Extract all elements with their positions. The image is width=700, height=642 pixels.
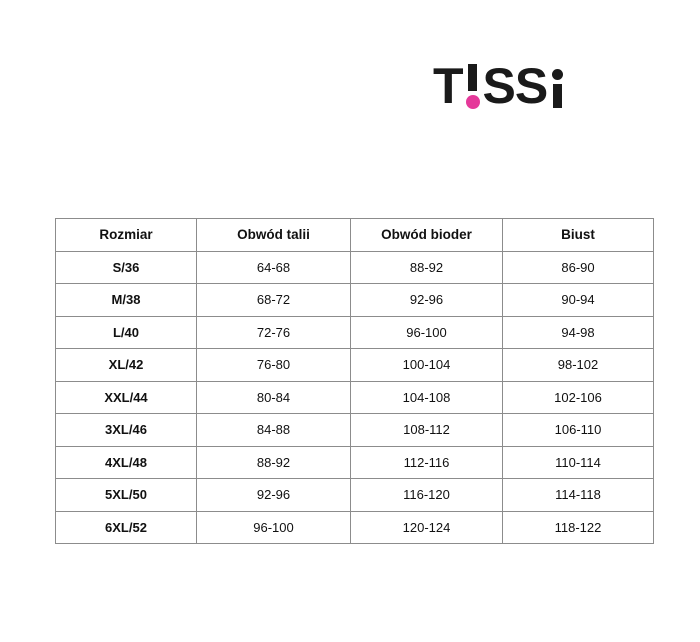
cell-bust: 110-114 <box>502 445 654 479</box>
cell-bust: 102-106 <box>502 380 654 414</box>
cell-hips: 112-116 <box>350 445 503 479</box>
cell-waist: 68-72 <box>196 283 351 317</box>
table-header-row: Rozmiar Obwód talii Obwód bioder Biust <box>55 218 654 252</box>
table-body: S/36 64-68 88-92 86-90 M/38 68-72 92-96 … <box>55 250 654 544</box>
cell-bust: 98-102 <box>502 348 654 382</box>
cell-bust: 86-90 <box>502 250 654 284</box>
cell-waist: 88-92 <box>196 445 351 479</box>
cell-hips: 120-124 <box>350 510 503 544</box>
cell-size: XL/42 <box>55 348 197 382</box>
cell-waist: 92-96 <box>196 478 351 512</box>
cell-waist: 76-80 <box>196 348 351 382</box>
cell-bust: 114-118 <box>502 478 654 512</box>
table-row: XXL/44 80-84 104-108 102-106 <box>55 380 654 414</box>
brand-logo: T SS <box>433 58 565 114</box>
table-row: S/36 64-68 88-92 86-90 <box>55 250 654 284</box>
logo-i-stem <box>553 84 563 108</box>
cell-size: 6XL/52 <box>55 510 197 544</box>
logo-i-bar <box>467 64 477 91</box>
table-row: 3XL/46 84-88 108-112 106-110 <box>55 413 654 447</box>
cell-size: 5XL/50 <box>55 478 197 512</box>
cell-hips: 88-92 <box>350 250 503 284</box>
cell-bust: 94-98 <box>502 315 654 349</box>
logo-i-dot-icon <box>552 69 564 80</box>
table-row: XL/42 76-80 100-104 98-102 <box>55 348 654 382</box>
cell-hips: 100-104 <box>350 348 503 382</box>
cell-waist: 96-100 <box>196 510 351 544</box>
column-header-waist: Obwód talii <box>196 218 351 252</box>
table-row: L/40 72-76 96-100 94-98 <box>55 315 654 349</box>
table-row: 4XL/48 88-92 112-116 110-114 <box>55 445 654 479</box>
logo-letters-ss: SS <box>482 58 549 114</box>
logo-lowercase-i-icon <box>550 62 565 110</box>
cell-waist: 64-68 <box>196 250 351 284</box>
logo-pink-dot-icon <box>465 95 480 109</box>
table-row: 6XL/52 96-100 120-124 118-122 <box>55 510 654 544</box>
cell-size: 3XL/46 <box>55 413 197 447</box>
cell-bust: 106-110 <box>502 413 654 447</box>
cell-hips: 104-108 <box>350 380 503 414</box>
table-row: M/38 68-72 92-96 90-94 <box>55 283 654 317</box>
column-header-size: Rozmiar <box>55 218 197 252</box>
brand-logo-text: T SS <box>433 58 565 114</box>
cell-hips: 108-112 <box>350 413 503 447</box>
cell-hips: 96-100 <box>350 315 503 349</box>
cell-size: XXL/44 <box>55 380 197 414</box>
cell-waist: 72-76 <box>196 315 351 349</box>
cell-waist: 80-84 <box>196 380 351 414</box>
cell-size: 4XL/48 <box>55 445 197 479</box>
cell-bust: 90-94 <box>502 283 654 317</box>
cell-waist: 84-88 <box>196 413 351 447</box>
logo-exclamation-i-icon <box>464 62 481 110</box>
cell-size: M/38 <box>55 283 197 317</box>
logo-letter-t: T <box>433 58 464 114</box>
table-row: 5XL/50 92-96 116-120 114-118 <box>55 478 654 512</box>
cell-bust: 118-122 <box>502 510 654 544</box>
cell-hips: 116-120 <box>350 478 503 512</box>
table-header: Rozmiar Obwód talii Obwód bioder Biust <box>55 218 654 252</box>
cell-size: S/36 <box>55 250 197 284</box>
column-header-hips: Obwód bioder <box>350 218 503 252</box>
cell-size: L/40 <box>55 315 197 349</box>
column-header-bust: Biust <box>502 218 654 252</box>
cell-hips: 92-96 <box>350 283 503 317</box>
size-chart-table: Rozmiar Obwód talii Obwód bioder Biust S… <box>55 218 654 544</box>
